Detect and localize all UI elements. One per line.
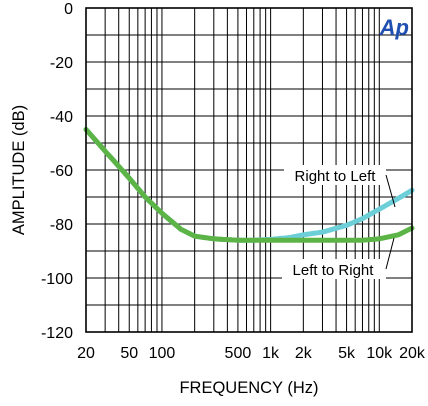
y-tick-labels: 0 -20 -40 -60 -80 -100 -120	[41, 1, 73, 342]
annotation-background	[282, 259, 386, 279]
x-tick-label: 2k	[295, 345, 313, 362]
legend-label-right-to-left: Right to Left	[295, 168, 377, 185]
x-axis-title: FREQUENCY (Hz)	[179, 379, 318, 397]
x-tick-label: 50	[120, 345, 138, 362]
x-tick-label: 20k	[399, 345, 426, 362]
legend-label-left-to-right: Left to Right	[293, 262, 375, 279]
plot-frame	[85, 7, 413, 333]
annotation-leaders	[282, 165, 396, 279]
series-line-left-to-right	[83, 127, 415, 243]
x-tick-label: 5k	[338, 345, 356, 362]
y-tick-label: -80	[50, 217, 73, 234]
x-tick-label: 500	[225, 345, 252, 362]
y-tick-label: -40	[50, 109, 73, 126]
x-tick-label: 1k	[262, 345, 280, 362]
series-layer	[83, 127, 415, 243]
y-tick-label: -60	[50, 163, 73, 180]
x-tick-label: 100	[149, 345, 176, 362]
annotation-leader-line	[385, 237, 395, 270]
y-axis-title: AMPLITUDE (dB)	[10, 105, 28, 235]
x-tick-label: 10k	[366, 345, 393, 362]
ap-logo-icon: Ap	[379, 15, 409, 40]
y-tick-label: 0	[64, 1, 73, 18]
annotation-background	[284, 165, 386, 185]
x-tick-label: 20	[77, 345, 95, 362]
annotation-leader-line	[385, 174, 396, 208]
x-tick-labels: 20 50 100 500 1k 2k 5k 10k 20k	[77, 345, 426, 362]
y-tick-label: -120	[41, 325, 73, 342]
y-tick-label: -20	[50, 55, 73, 72]
y-tick-label: -100	[41, 271, 73, 288]
